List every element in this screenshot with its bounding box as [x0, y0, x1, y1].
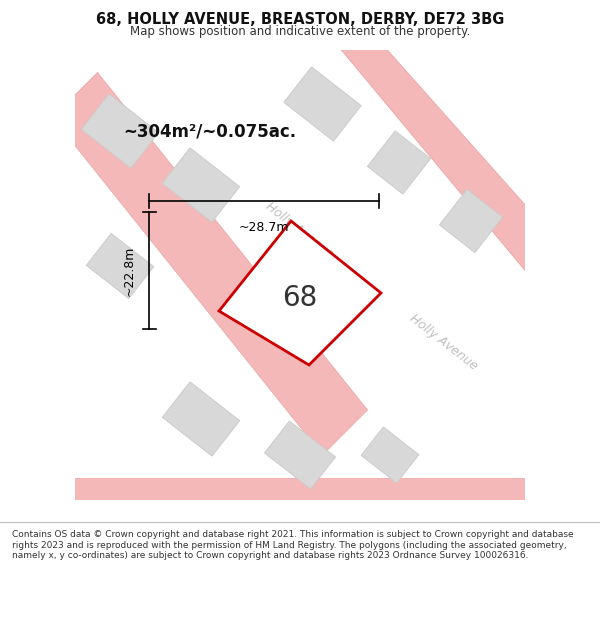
Text: Contains OS data © Crown copyright and database right 2021. This information is : Contains OS data © Crown copyright and d… — [12, 530, 574, 560]
Polygon shape — [323, 28, 548, 298]
Text: ~28.7m: ~28.7m — [239, 221, 289, 234]
Polygon shape — [82, 94, 158, 168]
Polygon shape — [163, 382, 239, 456]
Polygon shape — [284, 67, 361, 141]
Text: 68, HOLLY AVENUE, BREASTON, DERBY, DE72 3BG: 68, HOLLY AVENUE, BREASTON, DERBY, DE72 … — [96, 12, 504, 28]
Text: Holly Avenue: Holly Avenue — [407, 312, 481, 373]
Polygon shape — [361, 427, 419, 483]
Polygon shape — [439, 189, 503, 253]
Polygon shape — [163, 148, 239, 222]
Polygon shape — [265, 421, 335, 489]
Polygon shape — [52, 478, 548, 522]
Polygon shape — [367, 131, 431, 194]
Text: Holly Avenue: Holly Avenue — [263, 199, 337, 261]
Text: ~304m²/~0.075ac.: ~304m²/~0.075ac. — [124, 122, 296, 140]
Polygon shape — [52, 72, 367, 455]
Text: Map shows position and indicative extent of the property.: Map shows position and indicative extent… — [130, 24, 470, 38]
Text: 68: 68 — [283, 284, 317, 311]
Text: ~22.8m: ~22.8m — [123, 245, 136, 296]
Polygon shape — [86, 233, 154, 299]
Polygon shape — [219, 221, 381, 365]
